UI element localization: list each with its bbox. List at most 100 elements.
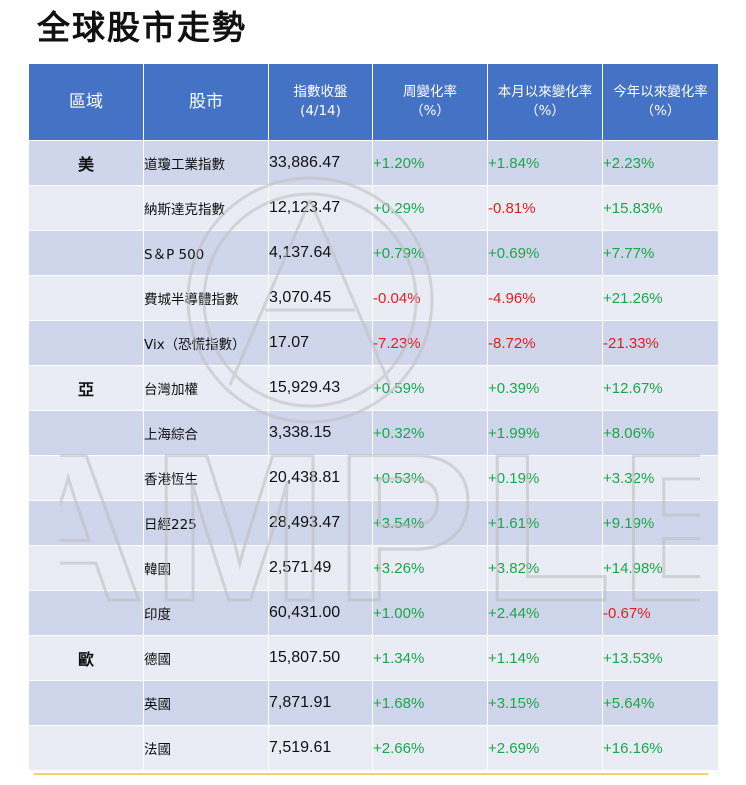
close-cell: 17.07 bbox=[268, 320, 373, 366]
table-row: 法國 7,519.61 +2.66% +2.69% +16.16% bbox=[28, 725, 719, 770]
region-cell: 歐 bbox=[28, 635, 144, 681]
header-week: 周變化率 （%） bbox=[372, 64, 488, 141]
page-title: 全球股市走勢 bbox=[37, 8, 247, 47]
header-market: 股市 bbox=[143, 64, 269, 141]
week-change-cell: +1.68% bbox=[372, 680, 488, 726]
market-cell: 英國 bbox=[143, 680, 269, 726]
ytd-change-cell: -0.67% bbox=[602, 590, 719, 636]
market-cell: S＆P 500 bbox=[143, 230, 269, 276]
market-cell: Vix（恐慌指數） bbox=[143, 320, 269, 366]
ytd-change-cell: +5.64% bbox=[602, 680, 719, 726]
mtd-change-cell: +0.69% bbox=[487, 230, 603, 276]
region-cell bbox=[28, 275, 144, 321]
mtd-change-cell: +1.84% bbox=[487, 140, 603, 186]
ytd-change-cell: +9.19% bbox=[602, 500, 719, 546]
mtd-change-cell: +3.15% bbox=[487, 680, 603, 726]
close-cell: 28,493.47 bbox=[268, 500, 373, 546]
week-change-cell: +2.66% bbox=[372, 725, 488, 770]
header-ytd-unit: （%） bbox=[640, 103, 681, 119]
table-row: 亞台灣加權 15,929.43 +0.59% +0.39% +12.67% bbox=[28, 365, 719, 411]
region-cell bbox=[28, 500, 144, 546]
market-cell: 納斯達克指數 bbox=[143, 185, 269, 231]
ytd-change-cell: +2.23% bbox=[602, 140, 719, 186]
header-mtd: 本月以來變化率 （%） bbox=[487, 64, 603, 141]
table-row: 納斯達克指數 12,123.47 +0.29% -0.81% +15.83% bbox=[28, 185, 719, 231]
close-cell: 12,123.47 bbox=[268, 185, 373, 231]
ytd-change-cell: +3.32% bbox=[602, 455, 719, 501]
header-close-date: (4/14) bbox=[300, 103, 341, 119]
table-row: 上海綜合 3,338.15 +0.32% +1.99% +8.06% bbox=[28, 410, 719, 456]
close-cell: 3,070.45 bbox=[268, 275, 373, 321]
market-cell: 印度 bbox=[143, 590, 269, 636]
region-cell bbox=[28, 230, 144, 276]
table-row: 香港恆生 20,438.81 +0.53% +0.19% +3.32% bbox=[28, 455, 719, 501]
header-mtd-unit: （%） bbox=[525, 103, 565, 119]
region-cell: 美 bbox=[28, 140, 144, 186]
header-week-unit: （%） bbox=[410, 103, 450, 119]
table-body: 美道瓊工業指數 33,886.47 +1.20% +1.84% +2.23% 納斯達克指數… bbox=[28, 140, 719, 770]
table-header-row: 區域 股市 指數收盤 (4/14) 周變化率 （%） 本月以來變化率 （%） 今… bbox=[28, 64, 719, 141]
ytd-change-cell: +13.53% bbox=[602, 635, 719, 681]
region-cell bbox=[28, 410, 144, 456]
header-region: 區域 bbox=[28, 64, 144, 141]
table-row: 日經225 28,493.47 +3.54% +1.61% +9.19% bbox=[28, 500, 719, 546]
close-cell: 3,338.15 bbox=[268, 410, 373, 456]
market-cell: 德國 bbox=[143, 635, 269, 681]
table-row: 費城半導體指數 3,070.45 -0.04% -4.96% +21.26% bbox=[28, 275, 719, 321]
region-cell bbox=[28, 320, 144, 366]
market-cell: 道瓊工業指數 bbox=[143, 140, 269, 186]
ytd-change-cell: +12.67% bbox=[602, 365, 719, 411]
region-cell bbox=[28, 455, 144, 501]
market-cell: 台灣加權 bbox=[143, 365, 269, 411]
mtd-change-cell: +1.14% bbox=[487, 635, 603, 681]
header-close-label: 指數收盤 bbox=[293, 84, 348, 100]
mtd-change-cell: +1.99% bbox=[487, 410, 603, 456]
ytd-change-cell: +16.16% bbox=[602, 725, 719, 770]
mtd-change-cell: +0.39% bbox=[487, 365, 603, 411]
week-change-cell: +0.79% bbox=[372, 230, 488, 276]
header-close: 指數收盤 (4/14) bbox=[268, 64, 373, 141]
week-change-cell: +0.53% bbox=[372, 455, 488, 501]
ytd-change-cell: +7.77% bbox=[602, 230, 719, 276]
mtd-change-cell: -8.72% bbox=[487, 320, 603, 366]
market-cell: 韓國 bbox=[143, 545, 269, 591]
header-mtd-label: 本月以來變化率 bbox=[497, 84, 593, 100]
market-cell: 法國 bbox=[143, 725, 269, 770]
header-ytd-label: 今年以來變化率 bbox=[613, 84, 708, 100]
ytd-change-cell: +15.83% bbox=[602, 185, 719, 231]
mtd-change-cell: +2.44% bbox=[487, 590, 603, 636]
market-cell: 日經225 bbox=[143, 500, 269, 546]
week-change-cell: +0.29% bbox=[372, 185, 488, 231]
footer-rule bbox=[34, 773, 708, 775]
region-cell: 亞 bbox=[28, 365, 144, 411]
table-row: 印度 60,431.00 +1.00% +2.44% -0.67% bbox=[28, 590, 719, 636]
mtd-change-cell: +0.19% bbox=[487, 455, 603, 501]
close-cell: 33,886.47 bbox=[268, 140, 373, 186]
close-cell: 20,438.81 bbox=[268, 455, 373, 501]
mtd-change-cell: +1.61% bbox=[487, 500, 603, 546]
ytd-change-cell: -21.33% bbox=[602, 320, 719, 366]
table-row: S＆P 500 4,137.64 +0.79% +0.69% +7.77% bbox=[28, 230, 719, 276]
week-change-cell: +1.34% bbox=[372, 635, 488, 681]
week-change-cell: +0.59% bbox=[372, 365, 488, 411]
region-cell bbox=[28, 680, 144, 726]
market-cell: 費城半導體指數 bbox=[143, 275, 269, 321]
mtd-change-cell: -0.81% bbox=[487, 185, 603, 231]
week-change-cell: -0.04% bbox=[372, 275, 488, 321]
week-change-cell: +0.32% bbox=[372, 410, 488, 456]
close-cell: 7,871.91 bbox=[268, 680, 373, 726]
close-cell: 15,807.50 bbox=[268, 635, 373, 681]
market-cell: 香港恆生 bbox=[143, 455, 269, 501]
market-table: 區域 股市 指數收盤 (4/14) 周變化率 （%） 本月以來變化率 （%） 今… bbox=[28, 64, 719, 770]
week-change-cell: +3.54% bbox=[372, 500, 488, 546]
close-cell: 4,137.64 bbox=[268, 230, 373, 276]
ytd-change-cell: +8.06% bbox=[602, 410, 719, 456]
table-row: 韓國 2,571.49 +3.26% +3.82% +14.98% bbox=[28, 545, 719, 591]
table-row: Vix（恐慌指數） 17.07 -7.23% -8.72% -21.33% bbox=[28, 320, 719, 366]
week-change-cell: -7.23% bbox=[372, 320, 488, 366]
region-cell bbox=[28, 545, 144, 591]
table-row: 歐德國 15,807.50 +1.34% +1.14% +13.53% bbox=[28, 635, 719, 681]
close-cell: 60,431.00 bbox=[268, 590, 373, 636]
ytd-change-cell: +21.26% bbox=[602, 275, 719, 321]
market-cell: 上海綜合 bbox=[143, 410, 269, 456]
